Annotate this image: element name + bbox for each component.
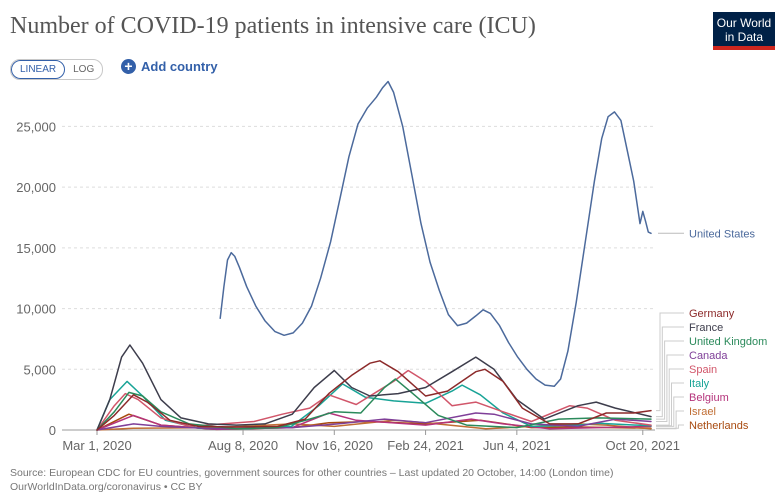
owid-logo[interactable]: Our World in Data bbox=[713, 12, 775, 50]
series-line-germany[interactable] bbox=[96, 360, 652, 431]
y-tick-label: 5,000 bbox=[23, 362, 56, 377]
add-country-label: Add country bbox=[141, 59, 218, 74]
label-connector bbox=[656, 396, 684, 427]
x-tick-label: Feb 24, 2021 bbox=[387, 438, 464, 453]
series-label-israel[interactable]: Israel bbox=[689, 406, 716, 418]
logo-line1: Our World bbox=[716, 16, 772, 30]
series-label-united-states[interactable]: United States bbox=[689, 228, 756, 240]
source-note: Source: European CDC for EU countries, g… bbox=[10, 467, 614, 479]
series-line-spain[interactable] bbox=[96, 369, 652, 431]
series-label-netherlands[interactable]: Netherlands bbox=[689, 420, 749, 432]
linear-scale-button[interactable]: LINEAR bbox=[11, 60, 66, 79]
y-tick-label: 15,000 bbox=[16, 241, 56, 256]
label-connector bbox=[656, 424, 684, 429]
series-label-united-kingdom[interactable]: United Kingdom bbox=[689, 336, 767, 348]
footer: Source: European CDC for EU countries, g… bbox=[10, 466, 614, 494]
x-tick-label: Jun 4, 2021 bbox=[483, 438, 551, 453]
y-tick-label: 10,000 bbox=[16, 302, 56, 317]
series-label-italy[interactable]: Italy bbox=[689, 378, 710, 390]
series-label-germany[interactable]: Germany bbox=[689, 308, 735, 320]
icu-line-chart: 0 5,000 10,000 15,000 20,000 25,000 Mar 1, 202… bbox=[16, 80, 767, 453]
series-line-united-states[interactable] bbox=[219, 80, 652, 388]
series-label-france[interactable]: France bbox=[689, 322, 723, 334]
label-connector bbox=[656, 340, 684, 420]
label-connector bbox=[656, 382, 684, 427]
x-tick-label: Aug 8, 2020 bbox=[208, 438, 278, 453]
log-scale-button[interactable]: LOG bbox=[73, 64, 95, 75]
label-connector bbox=[656, 326, 684, 418]
logo-line2: in Data bbox=[724, 30, 764, 44]
scale-toggle: LINEAR LOG bbox=[10, 59, 104, 80]
series-label-canada[interactable]: Canada bbox=[689, 350, 728, 362]
series-line-canada[interactable] bbox=[96, 412, 652, 431]
x-tick-label: Nov 16, 2020 bbox=[296, 438, 373, 453]
x-tick-label: Mar 1, 2020 bbox=[62, 438, 131, 453]
x-tick-label: Oct 20, 2021 bbox=[606, 438, 680, 453]
series-label-spain[interactable]: Spain bbox=[689, 364, 717, 376]
chart-title: Number of COVID-19 patients in intensive… bbox=[10, 13, 536, 39]
series-line-united-kingdom[interactable] bbox=[96, 378, 652, 431]
label-connector bbox=[656, 368, 684, 426]
license-note: OurWorldInData.org/coronavirus • CC BY bbox=[10, 481, 203, 493]
series-label-belgium[interactable]: Belgium bbox=[689, 392, 729, 404]
label-connector bbox=[656, 354, 684, 422]
y-tick-label: 20,000 bbox=[16, 180, 56, 195]
plus-circle-icon: + bbox=[121, 59, 136, 74]
y-tick-label: 25,000 bbox=[16, 119, 56, 134]
y-tick-label: 0 bbox=[49, 423, 56, 438]
series-line-france[interactable] bbox=[96, 344, 652, 431]
label-connector bbox=[656, 312, 684, 412]
series-line-belgium[interactable] bbox=[96, 412, 652, 431]
label-connector bbox=[656, 410, 684, 430]
add-country-button[interactable]: + Add country bbox=[121, 59, 218, 74]
